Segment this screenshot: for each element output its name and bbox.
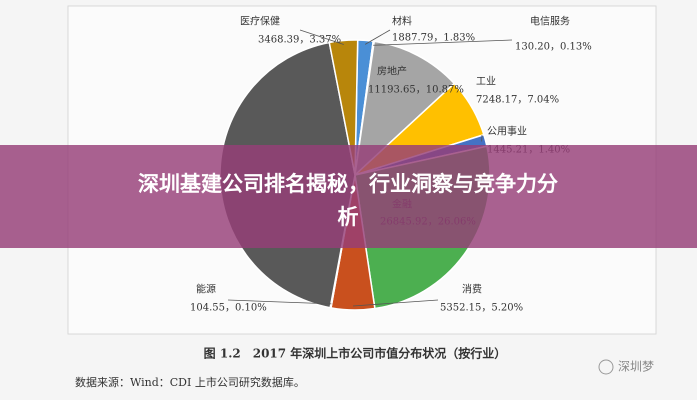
slice-label: 房地产: [377, 65, 407, 78]
banner-title: 深圳基建公司排名揭秘，行业洞察与竞争力分: [138, 172, 558, 196]
pie-slice: [328, 39, 359, 176]
banner-band: [0, 145, 697, 248]
slice-label: 公用事业: [487, 125, 527, 138]
watermark: 深圳梦: [618, 360, 654, 374]
value-label: 11193.65，10.87%: [368, 85, 464, 96]
slice-label: 材料: [392, 15, 412, 28]
leader-line: [299, 29, 344, 45]
leader-line: [364, 29, 391, 45]
slice-label: 能源: [196, 283, 216, 296]
value-label: 3468.39，3.37%: [258, 35, 341, 46]
banner-title: 析: [338, 205, 359, 229]
slice-label: 工业: [476, 76, 496, 88]
value-label: 104.55，0.10%: [190, 303, 267, 314]
slice-label: 消费: [462, 283, 482, 296]
leader-line: [373, 39, 513, 46]
leader-line: [227, 299, 332, 305]
slice-label: 医疗保健: [240, 15, 280, 28]
value-label: 7248.17，7.04%: [476, 95, 559, 106]
source: 数据来源：Wind：CDI 上市公司研究数据库。: [75, 375, 305, 389]
leader-line: [352, 299, 439, 307]
caption: 图 1.2 2017 年深圳上市公司市值分布状况（按行业）: [204, 346, 507, 361]
value-label: 5352.15，5.20%: [440, 303, 523, 314]
watermark-icon: [598, 359, 614, 375]
value-label: 1887.79，1.83%: [392, 33, 475, 44]
slice-label: 电信服务: [530, 15, 570, 28]
value-label: 130.20，0.13%: [515, 42, 592, 53]
pie-slice: [353, 40, 456, 177]
